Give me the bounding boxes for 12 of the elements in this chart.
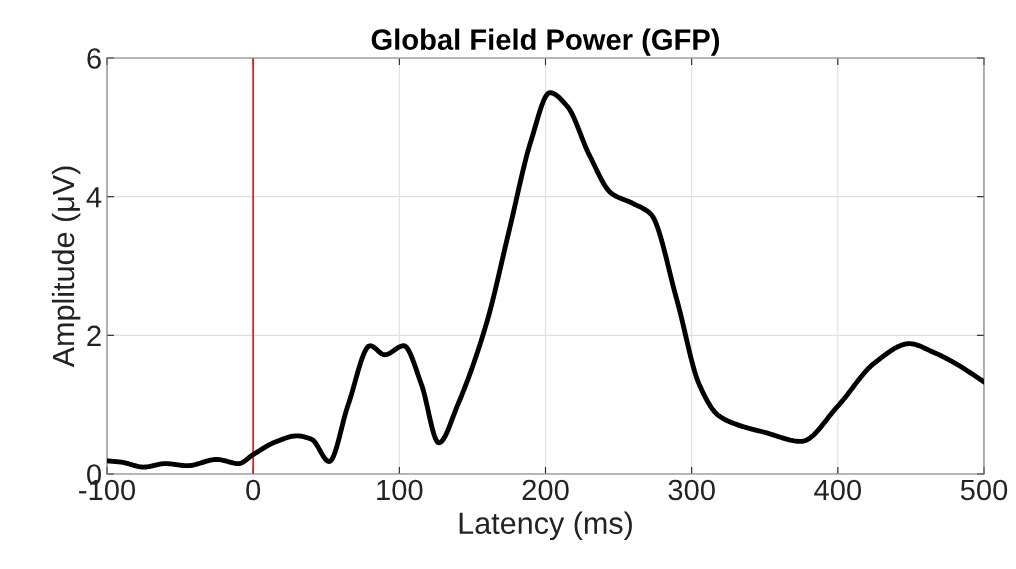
y-tick-label: 6 — [87, 48, 101, 69]
x-axis-title: Latency (ms) — [459, 511, 632, 541]
y-axis-title: Amplitude (μV) — [51, 166, 81, 368]
x-tick-label: 500 — [960, 479, 1008, 501]
x-tick-label: 200 — [522, 479, 569, 501]
y-tick-label: 4 — [86, 187, 102, 208]
x-tick-label: 400 — [814, 479, 862, 501]
x-tick-label: 300 — [668, 479, 715, 501]
x-tick-label: 100 — [377, 479, 423, 501]
x-tick-label: 0 — [246, 479, 261, 501]
chart-title: Global Field Power (GFP) — [371, 28, 720, 56]
y-tick-label: 2 — [87, 325, 101, 346]
